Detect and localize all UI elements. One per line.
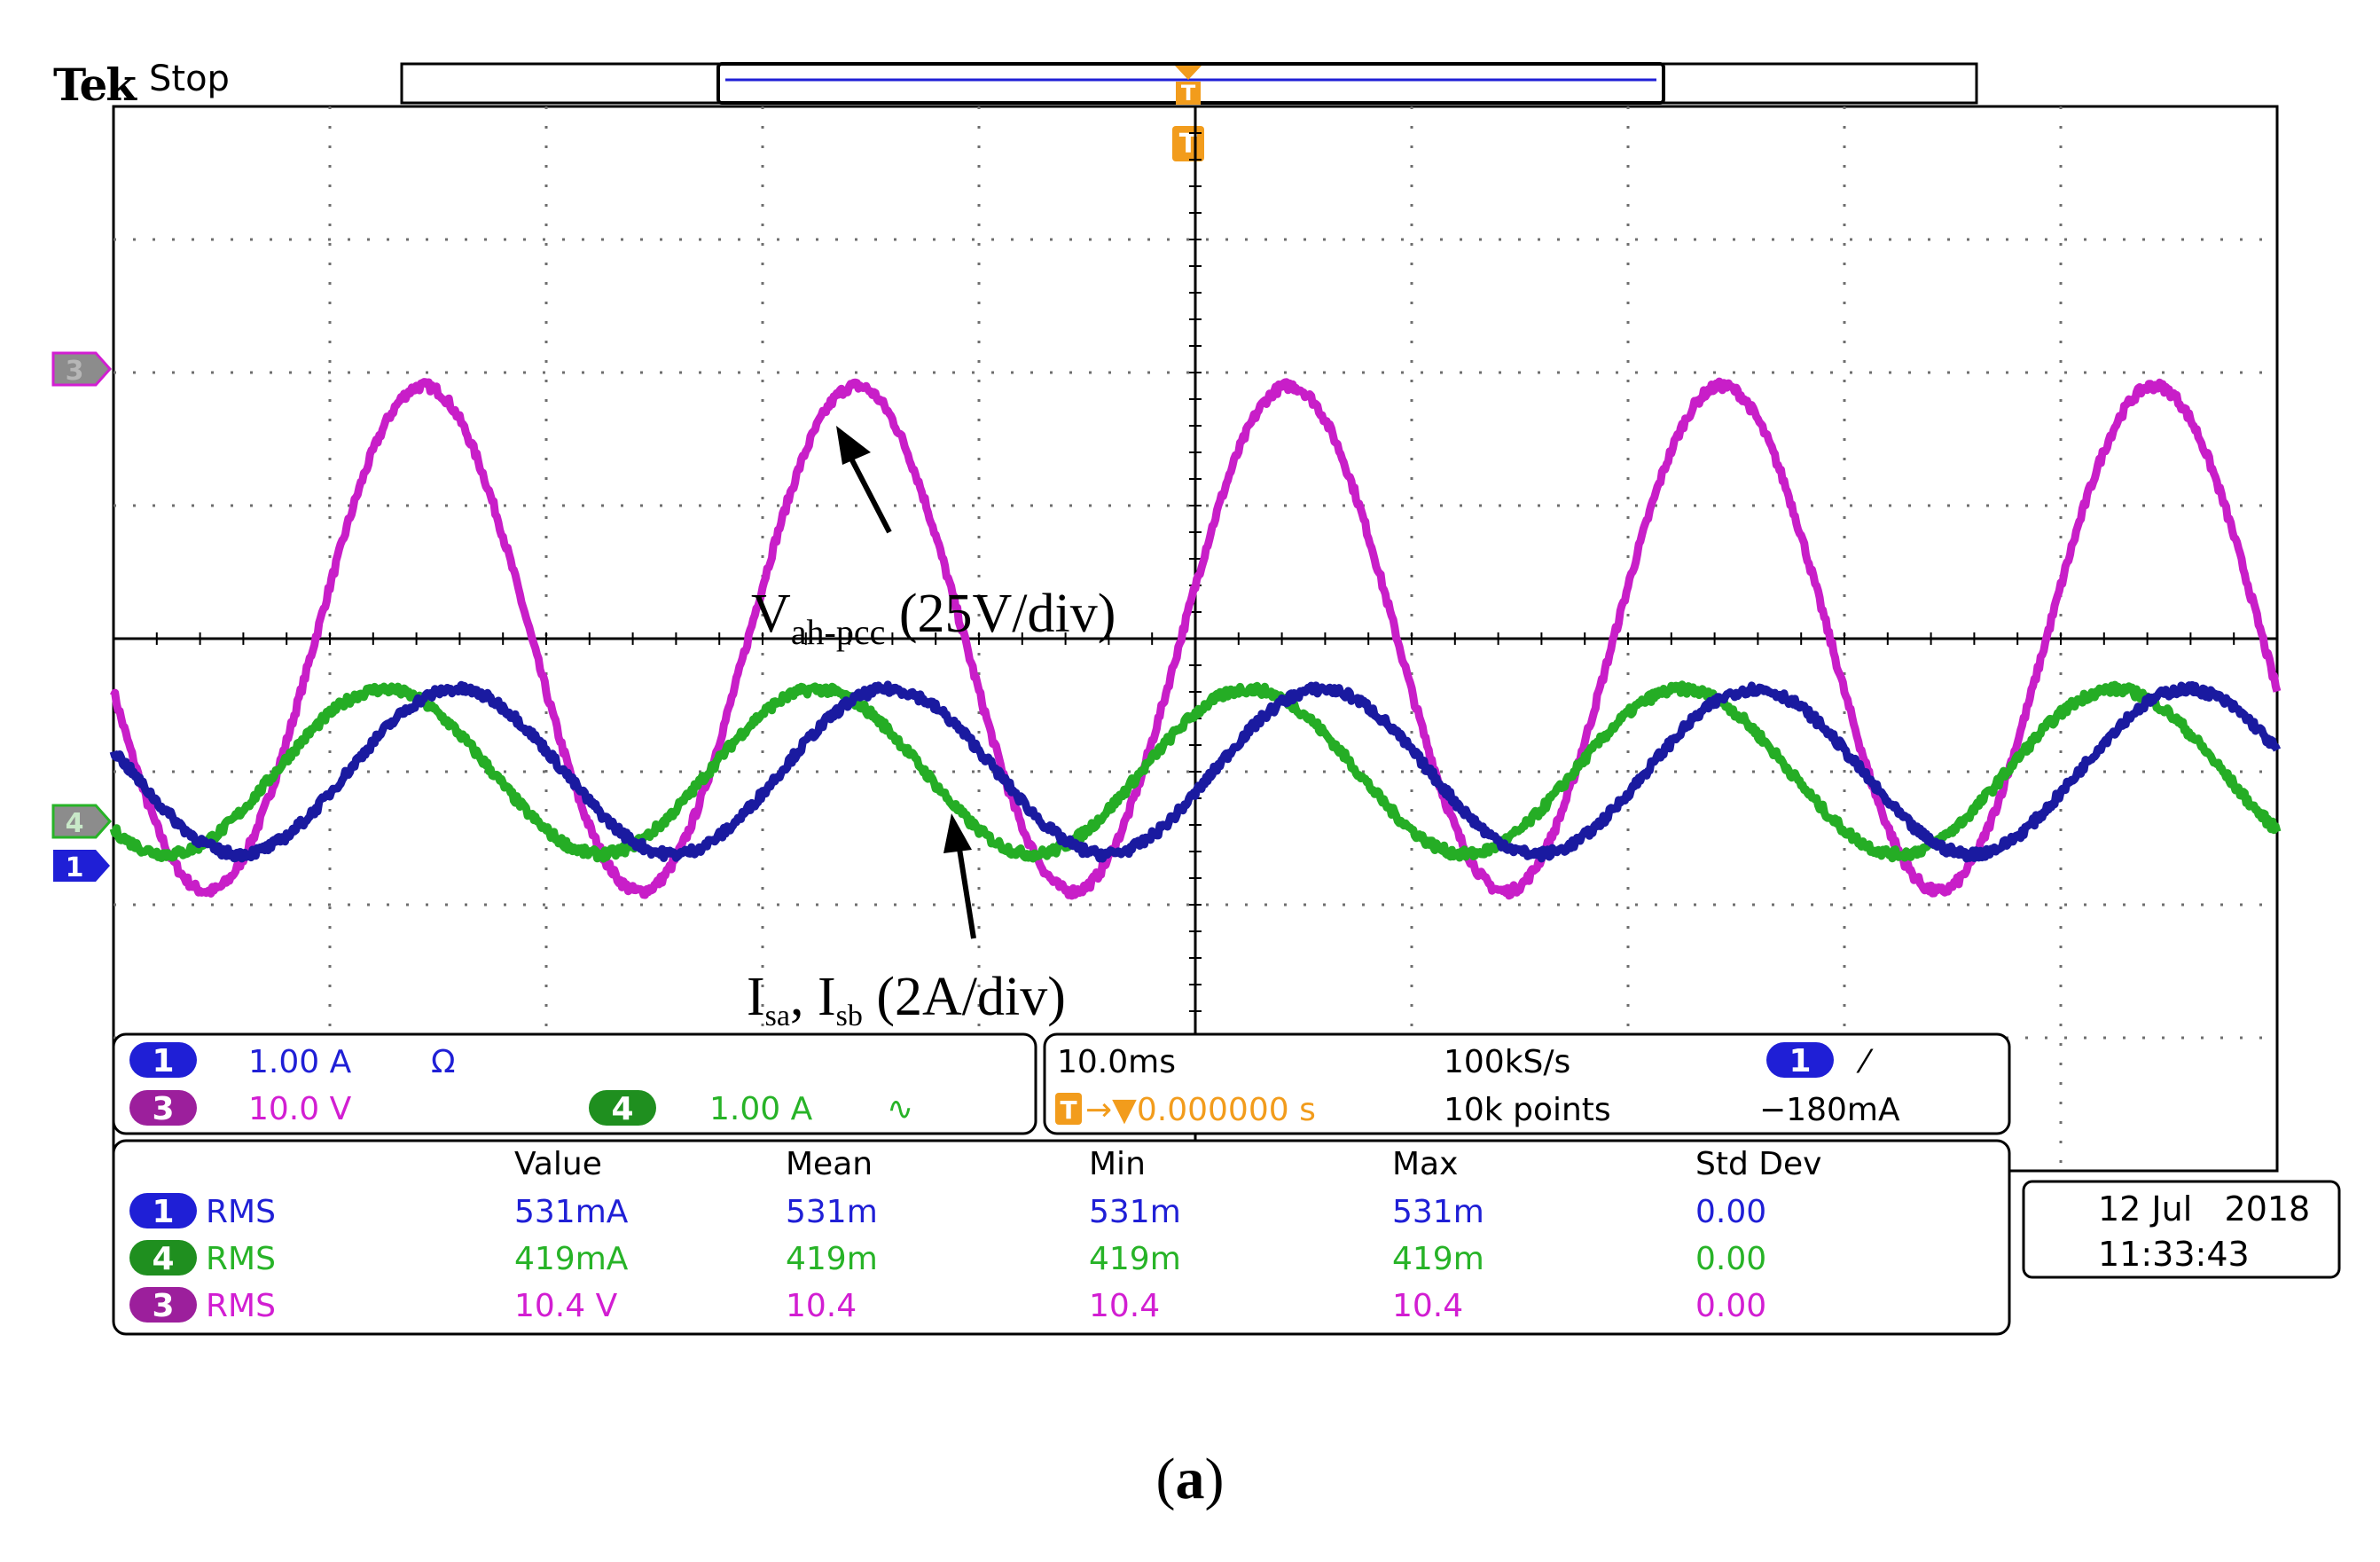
trace-ch3-voltage	[109, 377, 2282, 900]
trace-ch1-current	[109, 680, 2282, 863]
time-per-div[interactable]: 10.0ms	[1057, 1044, 1176, 1080]
measure-channel-badge	[129, 1193, 197, 1228]
svg-text:1: 1	[152, 1043, 174, 1079]
measure-header: Std Dev	[1695, 1146, 1821, 1182]
measure-value: 531m	[1089, 1194, 1181, 1230]
svg-text:3: 3	[152, 1091, 174, 1127]
svg-text:Vah-pcc (25V/div): Vah-pcc (25V/div)	[751, 584, 1116, 652]
svg-text:∿: ∿	[887, 1091, 913, 1127]
svg-text:1.00 A: 1.00 A	[248, 1044, 352, 1080]
record-length: 10k points	[1444, 1092, 1611, 1128]
ch1-settings[interactable]: 1 1.00 A Ω	[129, 1042, 456, 1080]
measure-channel-badge	[129, 1240, 197, 1276]
trigger-level[interactable]: −180mA	[1759, 1092, 1900, 1128]
measure-type: RMS	[206, 1194, 276, 1230]
measure-value: 10.4	[1089, 1288, 1160, 1324]
measure-row[interactable]: 1 RMS 531mA 531m 531m 531m 0.00	[129, 1193, 1766, 1230]
svg-text:1: 1	[66, 852, 84, 883]
svg-text:10.0 V: 10.0 V	[248, 1091, 352, 1127]
measure-value: 419m	[1089, 1241, 1181, 1277]
svg-text:1: 1	[1789, 1043, 1811, 1079]
measure-value: 10.4	[786, 1288, 857, 1324]
annotation-current: Isa, Isb (2A/div)	[747, 813, 1066, 1032]
ch4-settings[interactable]: 4 1.00 A ∿	[589, 1090, 913, 1127]
date-text: 12 Jul 2018	[2098, 1189, 2310, 1228]
measure-value: 531mA	[514, 1194, 629, 1230]
svg-text:T: T	[1179, 129, 1198, 160]
sample-rate: 100kS/s	[1444, 1044, 1570, 1080]
channel-marker-ch1: 1	[53, 850, 110, 883]
channel-marker-ch3: 3	[51, 351, 113, 387]
brand-logo: Tek	[53, 59, 137, 111]
measure-channel-badge	[129, 1287, 197, 1323]
timebase-trigger-panel: 10.0ms 100kS/s 1 ⁄ T →▼0.000000 s 10k po…	[1043, 1032, 2011, 1135]
trace-ch4-current	[109, 680, 2282, 863]
measurements-panel: Value Mean Min Max Std Dev 1 RMS 531mA 531m 531m 5…	[112, 1139, 2011, 1336]
measure-value: 531m	[786, 1194, 878, 1230]
svg-text:4: 4	[611, 1091, 633, 1127]
channel-settings-panel: 1 1.00 A Ω 3 10.0 V 4 1.00 A ∿	[112, 1032, 1037, 1135]
svg-text:T: T	[1060, 1095, 1076, 1125]
figure-caption: (a)	[1155, 1447, 1225, 1511]
channel-marker-ch4: 4	[51, 804, 113, 839]
svg-text:T: T	[1181, 81, 1196, 106]
measure-value: 419m	[786, 1241, 878, 1277]
svg-text:1.00 A: 1.00 A	[709, 1091, 813, 1127]
measure-row[interactable]: 3 RMS 10.4 V 10.4 10.4 10.4 0.00	[129, 1287, 1766, 1324]
measure-value: 0.00	[1695, 1194, 1766, 1230]
measure-channel-num: 3	[152, 1288, 174, 1324]
measure-type: RMS	[206, 1288, 276, 1324]
waveform-traces	[109, 377, 2282, 900]
datetime-box: 12 Jul 2018 11:33:43	[2022, 1180, 2341, 1279]
measure-header: Value	[514, 1146, 602, 1182]
svg-text:3: 3	[66, 356, 84, 387]
measure-header: Mean	[786, 1146, 873, 1182]
ch3-settings[interactable]: 3 10.0 V	[129, 1090, 352, 1127]
measure-value: 419m	[1392, 1241, 1484, 1277]
measure-header: Min	[1089, 1146, 1146, 1182]
measure-value: 10.4	[1392, 1288, 1463, 1324]
trigger-source[interactable]: 1 ⁄	[1766, 1042, 1874, 1080]
measure-header: Max	[1392, 1146, 1458, 1182]
measure-channel-num: 1	[152, 1194, 174, 1230]
measure-value: 531m	[1392, 1194, 1484, 1230]
measure-channel-num: 4	[152, 1241, 174, 1277]
svg-text:→▼0.000000 s: →▼0.000000 s	[1085, 1092, 1316, 1128]
measure-value: 10.4 V	[514, 1288, 618, 1324]
measure-value: 0.00	[1695, 1288, 1766, 1324]
measure-value: 0.00	[1695, 1241, 1766, 1277]
acquisition-state: Stop	[149, 59, 230, 99]
svg-text:Isa, Isb (2A/div): Isa, Isb (2A/div)	[747, 967, 1066, 1032]
svg-text:Ω: Ω	[431, 1044, 456, 1080]
annotation-voltage: Vah-pcc (25V/div)	[751, 426, 1116, 652]
graticule	[112, 105, 2279, 1173]
svg-text:4: 4	[66, 808, 84, 839]
time-text: 11:33:43	[2098, 1235, 2250, 1274]
measure-type: RMS	[206, 1241, 276, 1277]
measure-value: 419mA	[514, 1241, 629, 1277]
trigger-position[interactable]: T →▼0.000000 s	[1055, 1092, 1316, 1128]
measure-row[interactable]: 4 RMS 419mA 419m 419m 419m 0.00	[129, 1240, 1766, 1277]
